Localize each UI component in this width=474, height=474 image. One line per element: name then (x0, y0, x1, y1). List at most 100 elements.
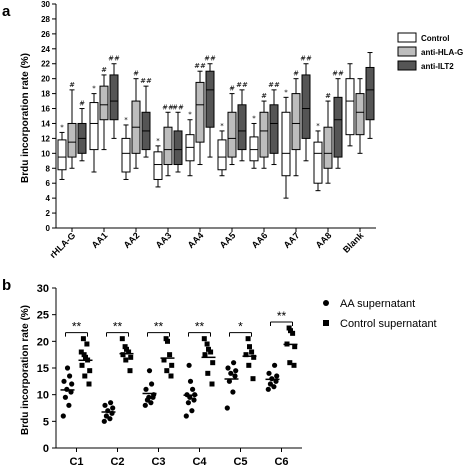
panel-b-dot-plot: 0 5 10 15 20 25 30 C1 ** C2 ** C3 ** C4 ** C5 * C6 ** AA su… (37, 283, 437, 468)
control-supernatant-point (168, 373, 174, 379)
panel-a-y-axis-label: Brdu incorporation rate (%) (20, 53, 31, 183)
significance-marker: ** (113, 320, 123, 334)
box-control (121, 137, 131, 173)
control-supernatant-point (205, 370, 211, 376)
control-supernatant-point (164, 368, 170, 374)
control-supernatant-point (128, 354, 134, 360)
box-anti-hla-g (323, 126, 333, 169)
box-anti-hla-g (355, 93, 365, 136)
significance-marker: ** (72, 320, 82, 334)
y-tick-label: 10 (37, 390, 49, 402)
significance-marker: # (325, 92, 331, 100)
control-supernatant-point (206, 346, 211, 352)
y-tick-label: 20 (37, 336, 49, 348)
significance-marker: # (261, 92, 267, 100)
control-supernatant-point (251, 354, 257, 360)
control-supernatant-point (286, 325, 292, 331)
control-supernatant-point (291, 362, 297, 368)
x-tick-label: C2 (110, 456, 124, 468)
significance-marker: * (284, 88, 288, 96)
x-tick-label: C6 (274, 456, 288, 468)
control-supernatant-point (169, 362, 175, 368)
aa-supernatant-point (146, 368, 153, 374)
box-anti-ilt2 (301, 74, 311, 139)
significance-marker: ## (332, 70, 344, 78)
control-supernatant-point (79, 362, 85, 368)
legend-label: anti-HLA-G (421, 48, 463, 57)
significance-marker: * (316, 122, 320, 130)
aa-supernatant-point (61, 378, 67, 384)
significance-marker: ## (140, 77, 152, 85)
aa-supernatant-point (62, 394, 68, 400)
box-control (249, 136, 259, 162)
aa-supernatant-point (226, 378, 232, 384)
panel-a-box-plot: 024681012141618202224262830rHLA-G*##AA1*… (41, 0, 463, 260)
x-tick-label: AA4 (186, 230, 206, 250)
significance-marker: ## (162, 103, 174, 111)
control-supernatant-point (290, 330, 296, 336)
y-tick-label: 25 (37, 310, 49, 322)
significance-marker: * (220, 122, 224, 130)
aa-supernatant-point (231, 360, 237, 366)
y-tick-label: 18 (41, 90, 50, 99)
significance-marker: ## (172, 103, 184, 111)
aa-supernatant-point (183, 413, 189, 419)
x-tick-label: AA5 (218, 230, 238, 250)
control-supernatant-point (126, 349, 132, 355)
aa-supernatant-point (146, 394, 152, 400)
aa-supernatant-point (233, 368, 239, 374)
control-supernatant-point (210, 360, 216, 366)
y-tick-label: 0 (46, 224, 51, 233)
x-tick-label: AA1 (90, 230, 110, 250)
control-supernatant-point (84, 341, 90, 347)
aa-supernatant-point (191, 397, 197, 403)
box-anti-hla-g (259, 111, 269, 158)
control-supernatant-point (86, 381, 92, 387)
x-tick-label: AA7 (282, 230, 302, 250)
significance-marker: # (293, 70, 299, 78)
y-tick-label: 20 (41, 75, 50, 84)
box-anti-ilt2 (333, 96, 343, 158)
y-tick-label: 2 (46, 209, 51, 218)
x-tick-label: AA8 (314, 230, 334, 250)
x-tick-label: Blank (341, 230, 366, 255)
y-tick-label: 4 (46, 194, 51, 203)
control-supernatant-point (288, 328, 293, 334)
aa-supernatant-point (189, 408, 195, 414)
significance-marker: ## (204, 55, 216, 63)
significance-marker: ** (195, 320, 205, 334)
aa-supernatant-point (60, 413, 66, 419)
y-tick-label: 22 (41, 60, 50, 69)
aa-supernatant-point (110, 405, 116, 411)
control-supernatant-point (127, 368, 133, 374)
aa-supernatant-point (272, 362, 278, 368)
significance-marker: * (188, 111, 192, 119)
significance-marker: ** (154, 320, 164, 334)
aa-supernatant-point (69, 381, 75, 387)
box-anti-ilt2 (205, 70, 215, 128)
legend-label: Control supernatant (340, 318, 437, 330)
aa-supernatant-point (266, 370, 272, 376)
box-anti-hla-g (227, 111, 237, 158)
significance-marker: * (92, 85, 96, 93)
aa-supernatant-point (143, 386, 149, 392)
significance-marker: # (229, 85, 235, 93)
x-tick-label: AA6 (250, 230, 270, 250)
control-supernatant-point (249, 349, 255, 355)
significance-marker: * (124, 116, 128, 124)
aa-supernatant-point (102, 402, 108, 408)
box-control (217, 139, 227, 171)
box-anti-ilt2 (109, 74, 119, 121)
y-tick-label: 28 (41, 15, 50, 24)
panel-a-label: a (2, 3, 11, 20)
control-supernatant-point (165, 338, 170, 344)
aa-supernatant-point (186, 362, 192, 368)
box-anti-hla-g (99, 85, 109, 121)
significance-marker: * (60, 123, 64, 131)
significance-marker: * (252, 114, 256, 122)
x-tick-label: AA2 (122, 230, 142, 250)
legend-swatch (397, 46, 417, 57)
aa-supernatant-point (190, 386, 196, 392)
control-supernatant-point (287, 360, 293, 366)
box-control (153, 151, 163, 180)
